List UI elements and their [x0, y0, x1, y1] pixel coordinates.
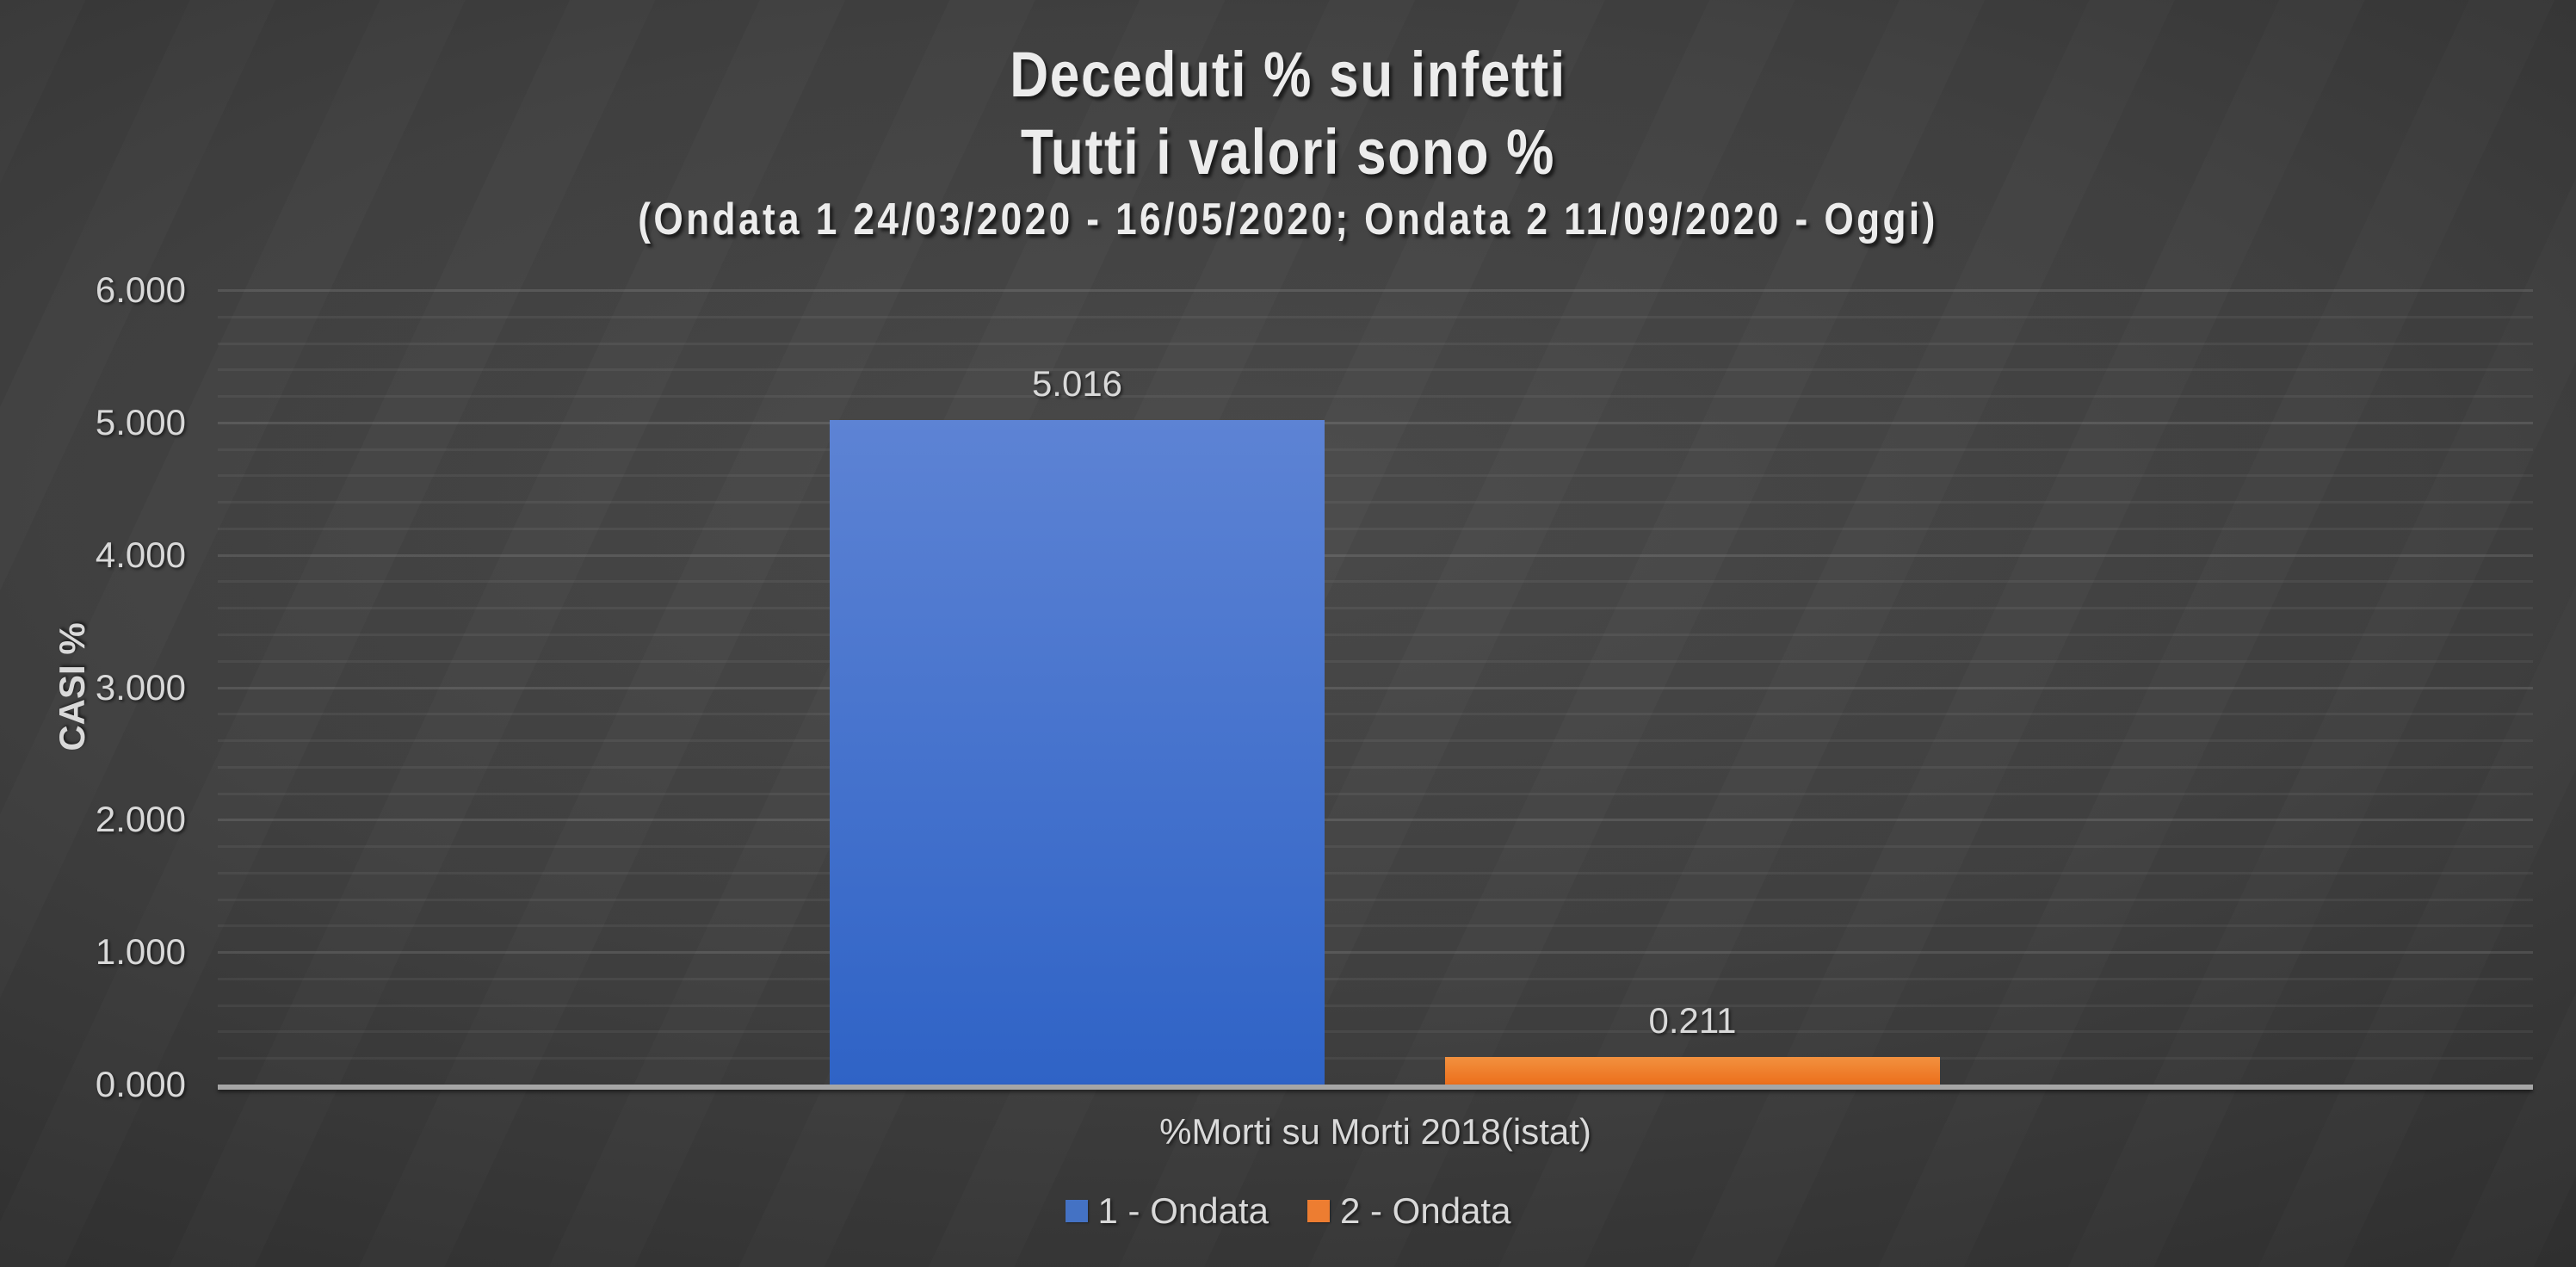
- minor-gridline: [218, 792, 2533, 795]
- minor-gridline: [218, 739, 2533, 743]
- minor-gridline: [218, 395, 2533, 399]
- major-gridline: [218, 553, 2533, 557]
- x-axis-line: [218, 1085, 2533, 1090]
- y-tick-label: 3.000: [95, 666, 186, 708]
- chart-subtitle-dates: (Ondata 1 24/03/2020 - 16/05/2020; Ondat…: [638, 195, 1938, 244]
- plot-area: 5.016 0.211: [218, 289, 2533, 1090]
- legend-label: 1 - Ondata: [1097, 1190, 1269, 1231]
- major-gridline: [218, 421, 2533, 424]
- minor-gridline: [218, 448, 2533, 451]
- minor-gridline: [218, 871, 2533, 875]
- minor-gridline: [218, 765, 2533, 769]
- minor-gridline: [218, 1030, 2533, 1034]
- minor-gridline: [218, 368, 2533, 372]
- chart-subtitle: Tutti i valori sono %: [1020, 116, 1556, 188]
- minor-gridline: [218, 501, 2533, 504]
- bar-series-1: [830, 420, 1325, 1085]
- major-gridline: [218, 819, 2533, 822]
- bar-series-2: [1445, 1056, 1940, 1085]
- y-tick-label: 4.000: [95, 534, 186, 575]
- minor-gridline: [218, 342, 2533, 345]
- legend-swatch-icon: [1307, 1200, 1330, 1222]
- minor-gridline: [218, 713, 2533, 716]
- major-gridline: [218, 289, 2533, 292]
- minor-gridline: [218, 659, 2533, 663]
- y-tick-label: 6.000: [95, 269, 186, 310]
- minor-gridline: [218, 898, 2533, 901]
- minor-gridline: [218, 527, 2533, 530]
- minor-gridline: [218, 474, 2533, 478]
- minor-gridline: [218, 607, 2533, 610]
- major-gridline: [218, 686, 2533, 689]
- minor-gridline: [218, 845, 2533, 849]
- y-tick-label: 1.000: [95, 931, 186, 973]
- minor-gridline: [218, 633, 2533, 636]
- data-label-series-2: 0.211: [1648, 999, 1737, 1041]
- minor-gridline: [218, 580, 2533, 584]
- legend: 1 - Ondata 2 - Ondata: [0, 1189, 2576, 1233]
- minor-gridline: [218, 977, 2533, 980]
- y-tick-label: 2.000: [95, 799, 186, 840]
- legend-swatch-icon: [1065, 1200, 1088, 1222]
- y-tick-label: 5.000: [95, 401, 186, 442]
- y-axis-ticks: 0.000 1.000 2.000 3.000 4.000 5.000 6.000: [0, 0, 186, 1267]
- legend-item-1: 1 - Ondata: [1065, 1189, 1269, 1233]
- data-label-series-1: 5.016: [1031, 363, 1123, 405]
- minor-gridline: [218, 1004, 2533, 1007]
- minor-gridline: [218, 924, 2533, 928]
- minor-gridline: [218, 1057, 2533, 1060]
- major-gridline: [218, 951, 2533, 955]
- chart-title-block: Deceduti % su infetti Tutti i valori son…: [0, 36, 2576, 248]
- legend-item-2: 2 - Ondata: [1307, 1189, 1510, 1233]
- minor-gridline: [218, 315, 2533, 318]
- chart-title: Deceduti % su infetti: [1010, 39, 1566, 110]
- x-axis-category-label: %Morti su Morti 2018(istat): [1159, 1111, 1591, 1152]
- legend-label: 2 - Ondata: [1340, 1190, 1511, 1231]
- y-tick-label: 0.000: [95, 1064, 186, 1104]
